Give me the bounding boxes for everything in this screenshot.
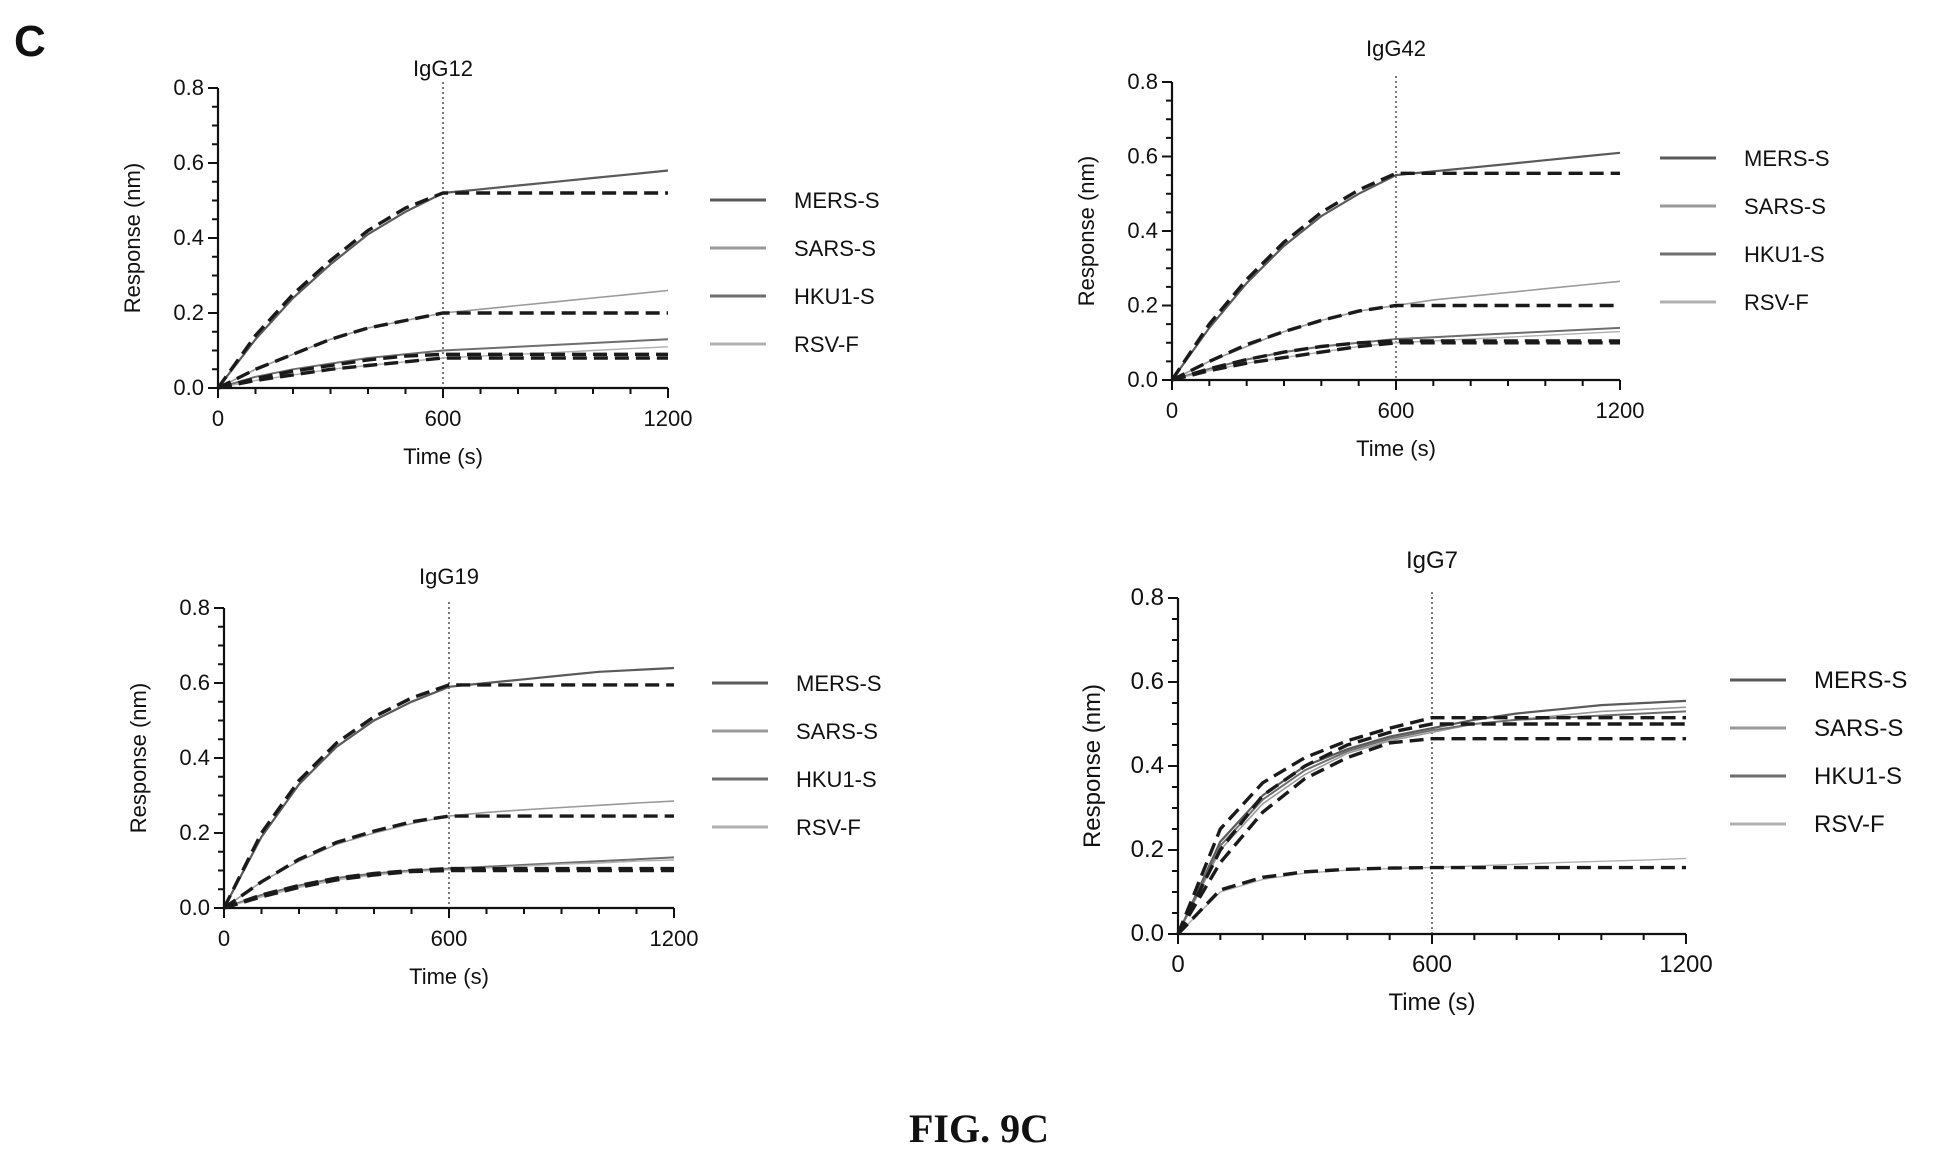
legend-label-rsv-f: RSV-F: [1744, 290, 1809, 315]
series-line-hku1-s: [1171, 326, 1621, 381]
y-tick-label: 0.0: [173, 375, 204, 400]
y-tick-label: 0.8: [173, 75, 204, 100]
x-axis-label: Time (s): [403, 444, 483, 469]
series-line-mers-s: [1171, 151, 1621, 381]
x-axis-label: Time (s): [1356, 436, 1436, 461]
x-axis-label: Time (s): [1388, 989, 1475, 1016]
y-axis-label: Response (nm): [126, 683, 151, 833]
legend-label-sars-s: SARS-S: [1814, 715, 1903, 742]
fit-line-rsv-f: [217, 356, 668, 390]
figure-caption: FIG. 9C: [909, 1106, 1049, 1151]
fit-line-rsv-f: [223, 868, 674, 910]
series-line-mers-s: [1176, 699, 1687, 935]
legend-label-sars-s: SARS-S: [1744, 194, 1826, 219]
fit-line-mers-s: [222, 683, 674, 909]
x-tick-label: 1200: [1596, 398, 1645, 423]
x-tick-label: 0: [218, 926, 230, 951]
y-tick-label: 0.2: [1127, 293, 1158, 318]
y-tick-label: 0.2: [173, 300, 204, 325]
legend-label-rsv-f: RSV-F: [794, 332, 859, 357]
fit-line-rsv-f: [1176, 865, 1686, 936]
legend-label-mers-s: MERS-S: [794, 188, 880, 213]
y-tick-label: 0.0: [179, 895, 210, 920]
legend-label-hku1-s: HKU1-S: [796, 767, 877, 792]
fit-line-hku1-s: [223, 866, 674, 910]
fit-line-mers-s: [216, 191, 668, 389]
x-tick-label: 0: [1166, 398, 1178, 423]
y-tick-label: 0.8: [1127, 69, 1158, 94]
panel-letter: C: [14, 17, 46, 66]
legend-label-hku1-s: HKU1-S: [794, 284, 875, 309]
x-tick-label: 600: [425, 406, 462, 431]
legend-label-hku1-s: HKU1-S: [1814, 763, 1902, 790]
x-tick-label: 600: [1412, 951, 1452, 978]
y-axis-label: Response (nm): [1079, 684, 1106, 848]
y-tick-label: 0.6: [173, 150, 204, 175]
fit-line-rsv-f: [1171, 341, 1620, 382]
x-tick-label: 0: [1171, 951, 1184, 978]
y-tick-label: 0.8: [179, 595, 210, 620]
series-line-hku1-s: [1177, 710, 1687, 935]
fit-line-mers-s: [1176, 716, 1686, 935]
chart-title: IgG12: [413, 56, 473, 81]
y-tick-label: 0.0: [1127, 367, 1158, 392]
y-tick-label: 0.4: [173, 225, 204, 250]
y-tick-label: 0.6: [1127, 144, 1158, 169]
fit-line-sars-s: [223, 814, 674, 910]
chart-igg42: IgG42 0.0 0.2 0.4 0.6 0.8 0 600 1200 Time (s) Resp…: [1074, 36, 1830, 461]
y-tick-label: 0.8: [1131, 584, 1164, 611]
legend-label-rsv-f: RSV-F: [796, 815, 861, 840]
chart-igg12: IgG12 0.0 0.2 0.4 0.6 0.8 0 600 1200 Time (s) Resp…: [120, 56, 880, 469]
legend-label-mers-s: MERS-S: [1744, 146, 1830, 171]
legend-label-mers-s: MERS-S: [796, 671, 882, 696]
series-line-mers-s: [223, 666, 675, 909]
y-tick-label: 0.2: [1131, 836, 1164, 863]
x-tick-label: 600: [431, 926, 468, 951]
y-tick-label: 0.4: [1131, 752, 1164, 779]
x-tick-label: 1200: [1659, 951, 1712, 978]
y-axis-label: Response (nm): [1074, 156, 1099, 306]
series-line-hku1-s: [217, 338, 669, 389]
series-line-rsv-f: [223, 859, 675, 909]
y-tick-label: 0.4: [1127, 218, 1158, 243]
y-tick-label: 0.0: [1131, 920, 1164, 947]
x-tick-label: 0: [212, 406, 224, 431]
chart-title: IgG42: [1366, 36, 1426, 61]
fit-line-sars-s: [1171, 303, 1620, 382]
x-tick-label: 1200: [650, 926, 699, 951]
legend-label-sars-s: SARS-S: [796, 719, 878, 744]
fit-line-hku1-s: [1176, 722, 1686, 935]
y-axis-label: Response (nm): [120, 163, 145, 313]
series-line-hku1-s: [223, 856, 675, 909]
fit-line-hku1-s: [217, 352, 668, 390]
chart-title: IgG19: [419, 564, 479, 589]
legend-label-sars-s: SARS-S: [794, 236, 876, 261]
x-axis-label: Time (s): [409, 964, 489, 989]
y-tick-label: 0.2: [179, 820, 210, 845]
legend-label-hku1-s: HKU1-S: [1744, 242, 1825, 267]
y-tick-label: 0.6: [179, 670, 210, 695]
chart-igg19: IgG19 0.0 0.2 0.4 0.6 0.8 0 600 1200 Time (s) Resp…: [126, 564, 882, 989]
x-tick-label: 600: [1378, 398, 1415, 423]
y-tick-label: 0.6: [1131, 668, 1164, 695]
chart-igg7: IgG7 0.0 0.2 0.4 0.6 0.8 0 600 1200 Time (s) Respo…: [1079, 547, 1907, 1016]
fit-line-sars-s: [1176, 737, 1686, 935]
x-tick-label: 1200: [644, 406, 693, 431]
legend-label-mers-s: MERS-S: [1814, 667, 1907, 694]
fit-line-sars-s: [217, 311, 668, 390]
y-tick-label: 0.4: [179, 745, 210, 770]
chart-title: IgG7: [1406, 547, 1458, 574]
legend-label-rsv-f: RSV-F: [1814, 811, 1885, 838]
series-line-sars-s: [1177, 706, 1687, 935]
